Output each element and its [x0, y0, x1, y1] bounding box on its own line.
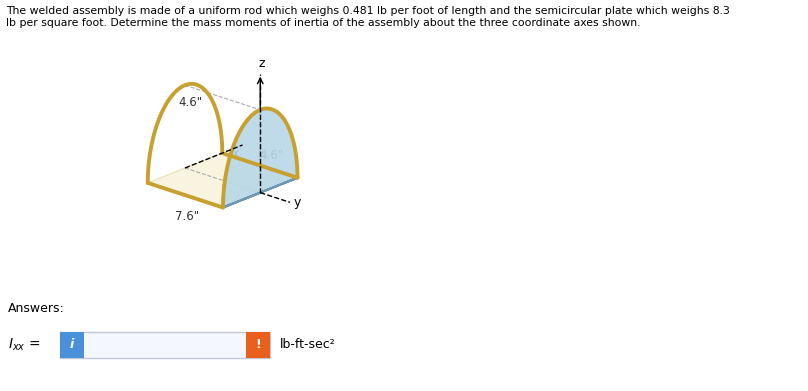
Text: 4.6": 4.6" [178, 96, 202, 109]
Text: x: x [232, 147, 239, 160]
Polygon shape [148, 153, 297, 208]
Polygon shape [223, 108, 297, 208]
Text: !: ! [255, 339, 261, 352]
Text: $I_{xx}$ =: $I_{xx}$ = [8, 337, 40, 353]
FancyBboxPatch shape [60, 332, 84, 358]
Text: i: i [69, 339, 74, 352]
Text: The welded assembly is made of a uniform rod which weighs 0.481 lb per foot of l: The welded assembly is made of a uniform… [6, 6, 730, 28]
FancyBboxPatch shape [60, 332, 270, 358]
Text: Answers:: Answers: [8, 302, 65, 315]
Text: z: z [259, 57, 266, 70]
Text: lb-ft-sec²: lb-ft-sec² [280, 339, 336, 352]
FancyBboxPatch shape [246, 332, 270, 358]
Text: 7.6": 7.6" [175, 210, 200, 222]
Text: y: y [294, 196, 301, 209]
Text: 4.6": 4.6" [260, 149, 284, 162]
